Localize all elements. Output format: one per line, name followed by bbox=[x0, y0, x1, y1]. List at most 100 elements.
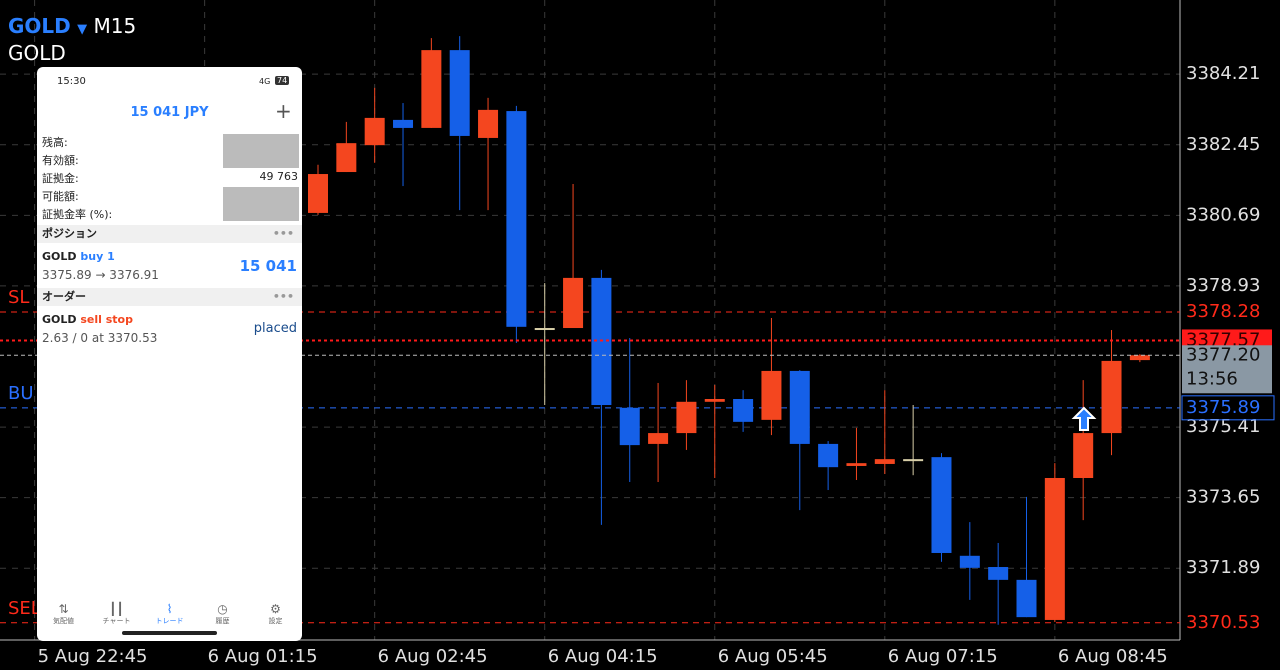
candle-body bbox=[478, 109, 499, 138]
balance-title: 15 041 JPY bbox=[130, 105, 209, 120]
y-tick-label: 3380.69 bbox=[1186, 204, 1260, 225]
y-tick-label: 3378.93 bbox=[1186, 275, 1260, 296]
candle-body bbox=[1073, 433, 1094, 478]
order-details: 2.63 / 0 at 3370.53 bbox=[42, 331, 158, 345]
add-button[interactable]: + bbox=[275, 99, 292, 123]
account-label: 証拠金率 (%): bbox=[42, 208, 113, 221]
position-symbol: GOLD bbox=[42, 250, 77, 263]
account-label: 証拠金: bbox=[42, 172, 79, 185]
more-icon[interactable]: ••• bbox=[272, 290, 294, 303]
symbol-header[interactable]: GOLD ▼ M15 bbox=[8, 14, 136, 38]
symbol: GOLD bbox=[8, 14, 71, 38]
tab[interactable]: ◷ 履歴 bbox=[215, 602, 230, 625]
phone-panel: 15:30 4G 74 15 041 JPY + 残高: 有効額: 証拠金: 4… bbox=[37, 67, 302, 641]
tab-label: 履歴 bbox=[215, 617, 230, 625]
candle-body bbox=[364, 117, 385, 146]
orders-header: オーダー bbox=[42, 290, 86, 303]
tab[interactable]: ⚙ 設定 bbox=[268, 602, 283, 625]
candle-body bbox=[789, 370, 810, 444]
candle-body bbox=[591, 277, 612, 406]
bid-timer: 13:56 bbox=[1186, 368, 1238, 389]
x-tick-label: 6 Aug 02:45 bbox=[378, 646, 488, 667]
x-tick-label: 6 Aug 08:45 bbox=[1058, 646, 1168, 667]
tab-label: チャート bbox=[102, 617, 131, 625]
dropdown-icon: ▼ bbox=[77, 22, 88, 37]
tab-label: 設定 bbox=[268, 617, 283, 625]
candle-body bbox=[874, 459, 895, 464]
y-tick-label: 3373.65 bbox=[1186, 487, 1260, 508]
candle-body bbox=[393, 119, 414, 128]
section-header: オーダー ••• bbox=[37, 288, 302, 306]
candle-body bbox=[733, 398, 754, 422]
y-tick-label: 3375.41 bbox=[1186, 416, 1260, 437]
positions-header: ポジション bbox=[42, 227, 97, 240]
order-title[interactable]: GOLD sell stop bbox=[42, 313, 133, 326]
tab-label: トレード bbox=[155, 617, 184, 625]
timeframe: M15 bbox=[93, 14, 137, 38]
bid-label: 3377.20 bbox=[1186, 344, 1260, 365]
battery: 74 bbox=[275, 76, 290, 85]
level-name: SL bbox=[8, 287, 29, 308]
candle-body bbox=[818, 443, 839, 468]
bid-box bbox=[1182, 345, 1272, 394]
y-tick-label: 3384.21 bbox=[1186, 63, 1260, 84]
symbol-name: GOLD bbox=[8, 41, 66, 65]
order-side: sell stop bbox=[80, 313, 133, 326]
position-prices: 3375.89 → 3376.91 bbox=[42, 268, 159, 282]
trade-arrow bbox=[1071, 406, 1097, 431]
position-title[interactable]: GOLD buy 1 bbox=[42, 250, 115, 263]
candle-body bbox=[619, 407, 640, 446]
level-name: BU bbox=[8, 383, 34, 404]
y-tick-label: 3371.89 bbox=[1186, 557, 1260, 578]
tab[interactable]: ┃┃ チャート bbox=[102, 602, 131, 625]
masked-value bbox=[223, 134, 299, 168]
candle-body bbox=[1101, 360, 1122, 434]
home-indicator bbox=[122, 631, 217, 635]
x-tick-label: 6 Aug 05:45 bbox=[718, 646, 828, 667]
x-tick-label: 6 Aug 01:15 bbox=[208, 646, 318, 667]
candle-body bbox=[506, 111, 527, 327]
level-label: 3378.28 bbox=[1186, 301, 1260, 322]
y-tick-label: 3382.45 bbox=[1186, 134, 1260, 155]
tab-label: 気配値 bbox=[53, 617, 74, 625]
account-value: 49 763 bbox=[259, 170, 299, 183]
order-symbol: GOLD bbox=[42, 313, 77, 326]
account-label: 残高: bbox=[42, 136, 68, 149]
section-header: ポジション ••• bbox=[37, 225, 302, 243]
candle-body bbox=[959, 555, 980, 568]
position-profit: 15 041 bbox=[239, 257, 297, 275]
account-label: 可能額: bbox=[42, 190, 79, 203]
network: 4G bbox=[259, 77, 271, 86]
candle-body bbox=[449, 50, 470, 136]
candle-body bbox=[563, 277, 584, 329]
x-tick-label: 5 Aug 22:45 bbox=[38, 646, 148, 667]
x-tick-label: 6 Aug 07:15 bbox=[888, 646, 998, 667]
tab[interactable]: ⇅ 気配値 bbox=[53, 602, 74, 625]
candle-body bbox=[846, 463, 867, 466]
candle-body bbox=[704, 398, 725, 402]
candle-body bbox=[988, 567, 1009, 580]
x-tick-label: 6 Aug 04:15 bbox=[548, 646, 658, 667]
candle-body bbox=[421, 50, 442, 128]
order-status: placed bbox=[253, 321, 297, 336]
account-label: 有効額: bbox=[42, 154, 79, 167]
level-label: 3375.89 bbox=[1186, 397, 1260, 418]
candle-body bbox=[761, 370, 782, 420]
level-box bbox=[1181, 395, 1275, 421]
level-name: SEL bbox=[8, 598, 41, 619]
candle-body bbox=[336, 143, 357, 173]
position-side: buy 1 bbox=[80, 250, 115, 263]
more-icon[interactable]: ••• bbox=[272, 227, 294, 240]
candle-body bbox=[931, 457, 952, 553]
candle-body bbox=[1044, 477, 1065, 620]
tab[interactable]: ⌇ トレード bbox=[155, 602, 184, 625]
level-label: 3370.53 bbox=[1186, 612, 1260, 633]
ask-label: 3377.57 bbox=[1186, 329, 1260, 350]
masked-value bbox=[223, 187, 299, 221]
candle-body bbox=[1016, 579, 1037, 618]
candle-body bbox=[308, 174, 328, 213]
candle-body bbox=[1129, 355, 1150, 361]
candle-body bbox=[903, 459, 924, 462]
candle-body bbox=[534, 328, 555, 331]
